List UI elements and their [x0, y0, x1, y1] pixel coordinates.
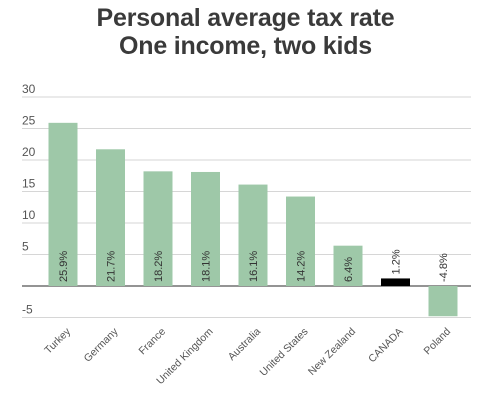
bar-australia — [238, 184, 268, 286]
data-label-germany: 21.7% — [106, 251, 118, 282]
x-category-label-australia: Australia — [226, 326, 263, 363]
y-tick-label-15: 15 — [22, 177, 36, 191]
chart-title: Personal average tax rate One income, tw… — [0, 4, 491, 60]
bar-poland — [428, 286, 458, 317]
bar-canada — [381, 278, 410, 286]
data-label-united-kingdom: 18.1% — [201, 251, 213, 282]
x-category-label-new-zealand: New Zealand — [306, 326, 358, 378]
chart-title-line-2: One income, two kids — [119, 32, 372, 60]
bars — [48, 122, 458, 317]
data-label-poland: -4.8% — [438, 253, 450, 282]
bar-germany — [96, 149, 125, 286]
data-label-turkey: 25.9% — [58, 251, 70, 282]
y-tick-label-30: 30 — [22, 82, 36, 96]
data-label-australia: 16.1% — [248, 251, 260, 282]
bar-united-kingdom — [191, 171, 220, 286]
x-category-label-united-states: United States — [258, 326, 311, 379]
data-label-new-zealand: 6.4% — [343, 257, 355, 282]
y-tick-label-10: 10 — [22, 208, 36, 222]
bar-new-zealand — [333, 245, 363, 286]
x-category-label-turkey: Turkey — [42, 325, 73, 356]
data-label-canada: 1.2% — [391, 249, 403, 274]
bar-france — [143, 171, 173, 286]
y-tick-label-25: 25 — [22, 114, 36, 128]
y-tick-label-minus-5: -5 — [22, 303, 33, 317]
x-category-label-poland: Poland — [422, 326, 454, 358]
y-tick-label-5: 5 — [22, 240, 29, 254]
y-tick-label-20: 20 — [22, 145, 36, 159]
x-category-label-germany: Germany — [82, 325, 122, 365]
bar-turkey — [48, 122, 78, 286]
data-labels: 25.9% 21.7% 18.2% 18.1% 16.1% 14.2% 6.4% 1.2% -4… — [58, 249, 450, 282]
x-category-label-canada: CANADA — [366, 326, 405, 365]
data-label-united-states: 14.2% — [296, 251, 308, 282]
x-category-label-france: France — [137, 326, 169, 358]
bar-united-states — [286, 196, 315, 286]
chart-title-line-1: Personal average tax rate — [96, 4, 395, 32]
data-label-france: 18.2% — [153, 251, 165, 282]
y-axis-ticks: -5 5 10 15 20 25 30 — [22, 82, 36, 317]
